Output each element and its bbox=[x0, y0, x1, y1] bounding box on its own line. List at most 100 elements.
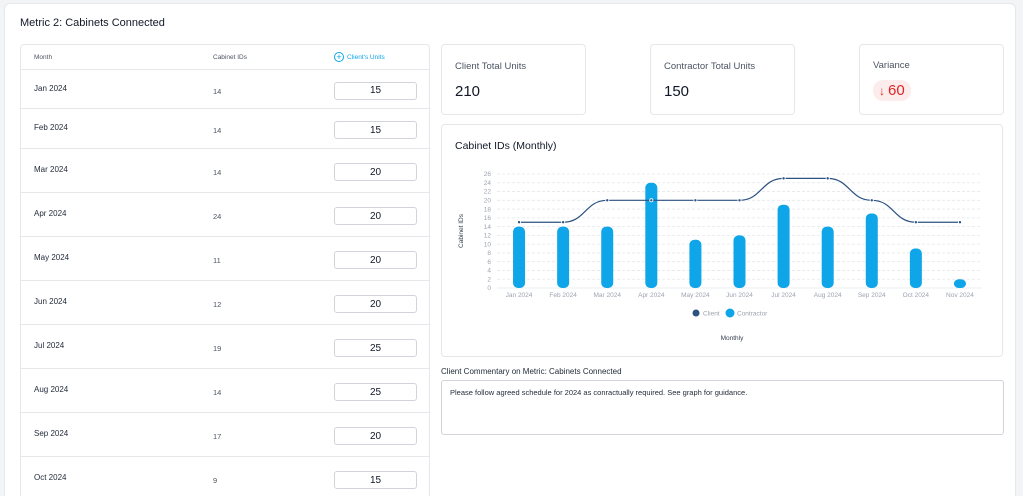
add-units-button[interactable]: + Client's Units bbox=[334, 52, 385, 62]
row-month: Aug 2024 bbox=[34, 385, 69, 394]
contractor-bar bbox=[689, 239, 702, 288]
client-units-input[interactable] bbox=[334, 251, 417, 269]
header-client-units: Client's Units bbox=[347, 53, 385, 61]
row-cabinet-ids: 14 bbox=[213, 86, 222, 96]
contractor-bar bbox=[953, 279, 966, 288]
legend-client-swatch bbox=[692, 309, 700, 317]
client-point bbox=[781, 176, 786, 181]
contractor-bar bbox=[513, 226, 526, 288]
y-tick-label: 22 bbox=[484, 189, 492, 196]
client-units-input[interactable] bbox=[334, 427, 417, 445]
contractor-total-value: 150 bbox=[664, 83, 690, 100]
x-tick-label: Jun 2024 bbox=[726, 292, 753, 299]
client-point bbox=[693, 198, 698, 203]
variance-label: Variance bbox=[873, 60, 910, 71]
x-tick-label: Feb 2024 bbox=[549, 292, 577, 299]
x-tick-label: Sep 2024 bbox=[858, 292, 886, 299]
x-tick-label: Oct 2024 bbox=[903, 292, 930, 299]
contractor-total-label: Contractor Total Units bbox=[664, 61, 756, 72]
y-tick-label: 24 bbox=[484, 180, 492, 187]
x-tick-label: Apr 2024 bbox=[638, 292, 665, 299]
client-units-input[interactable] bbox=[334, 121, 417, 139]
contractor-bar bbox=[601, 226, 614, 288]
comment-label: Client Commentary on Metric: Cabinets Co… bbox=[441, 367, 622, 376]
client-units-input[interactable] bbox=[334, 207, 417, 225]
x-tick-label: Jan 2024 bbox=[506, 292, 533, 299]
row-month: Jun 2024 bbox=[34, 297, 67, 306]
y-tick-label: 10 bbox=[484, 241, 492, 248]
row-cabinet-ids: 19 bbox=[213, 344, 222, 353]
contractor-bar bbox=[909, 248, 922, 288]
row-month: Sep 2024 bbox=[34, 429, 69, 438]
y-tick-label: 14 bbox=[484, 224, 492, 231]
row-cabinet-ids: 14 bbox=[213, 126, 222, 135]
row-cabinet-ids: 12 bbox=[213, 300, 222, 309]
row-cabinet-ids: 24 bbox=[213, 212, 222, 221]
table-row: Jun 2024 12 bbox=[21, 281, 429, 325]
client-point bbox=[957, 220, 962, 225]
row-cabinet-ids: 17 bbox=[213, 432, 222, 441]
variance-card: Variance ↓ 60 bbox=[859, 44, 1004, 115]
units-table: Month Cabinet IDs + Client's Units Jan 2… bbox=[20, 44, 430, 496]
table-row: Feb 2024 14 bbox=[21, 109, 429, 149]
client-units-input[interactable] bbox=[334, 163, 417, 181]
chart-card: Cabinet IDs (Monthly) 0 2 4 6 8 10 12 14 16 18 20 2… bbox=[441, 124, 1003, 357]
table-row: Mar 2024 14 bbox=[21, 149, 429, 193]
client-point bbox=[913, 220, 918, 225]
client-point bbox=[517, 220, 522, 225]
x-tick-label: Mar 2024 bbox=[593, 292, 621, 299]
y-tick-label: 2 bbox=[487, 276, 491, 283]
x-axis-label: Monthly bbox=[721, 335, 745, 342]
contractor-bar bbox=[777, 204, 790, 288]
row-month: Mar 2024 bbox=[34, 165, 68, 174]
client-units-input[interactable] bbox=[334, 295, 417, 313]
client-point bbox=[605, 198, 610, 203]
client-point bbox=[649, 198, 654, 203]
row-month: Oct 2024 bbox=[34, 473, 67, 482]
y-tick-label: 12 bbox=[484, 233, 492, 240]
legend-contractor-swatch bbox=[725, 308, 735, 318]
x-tick-label: Aug 2024 bbox=[814, 292, 842, 299]
table-row: Aug 2024 14 bbox=[21, 369, 429, 413]
header-cabinet-ids: Cabinet IDs bbox=[213, 54, 247, 61]
y-tick-label: 20 bbox=[484, 198, 492, 205]
client-total-card: Client Total Units 210 bbox=[441, 44, 586, 115]
client-units-input[interactable] bbox=[334, 81, 417, 100]
table-row: Sep 2024 17 bbox=[21, 413, 429, 457]
arrow-down-icon: ↓ bbox=[879, 83, 885, 98]
comment-textarea[interactable]: Please follow agreed schedule for 2024 a… bbox=[441, 380, 1004, 435]
y-tick-label: 18 bbox=[484, 206, 492, 213]
header-month: Month bbox=[34, 54, 53, 61]
y-tick-label: 0 bbox=[487, 285, 491, 292]
contractor-bar bbox=[557, 226, 570, 288]
table-row: Jan 2024 14 bbox=[21, 70, 429, 109]
client-point bbox=[737, 198, 742, 203]
client-units-input[interactable] bbox=[334, 339, 417, 357]
variance-badge: ↓ 60 bbox=[873, 80, 911, 101]
client-total-label: Client Total Units bbox=[455, 61, 527, 72]
table-row: Oct 2024 9 bbox=[21, 457, 429, 496]
row-cabinet-ids: 9 bbox=[213, 476, 218, 485]
legend-client-label: Client bbox=[703, 311, 720, 318]
row-month: Feb 2024 bbox=[34, 123, 68, 132]
y-tick-label: 16 bbox=[484, 215, 492, 222]
row-month: Apr 2024 bbox=[34, 209, 67, 218]
y-tick-label: 8 bbox=[487, 250, 491, 257]
contractor-bar bbox=[865, 213, 878, 288]
chart-title: Cabinet IDs (Monthly) bbox=[455, 140, 557, 152]
client-total-value: 210 bbox=[455, 83, 481, 100]
contractor-bar bbox=[733, 235, 746, 288]
plus-circle-icon: + bbox=[334, 52, 344, 62]
y-tick-label: 4 bbox=[487, 268, 491, 275]
row-month: May 2024 bbox=[34, 253, 70, 262]
client-units-input[interactable] bbox=[334, 471, 417, 489]
client-units-input[interactable] bbox=[334, 383, 417, 401]
row-cabinet-ids: 14 bbox=[213, 168, 222, 177]
contractor-total-card: Contractor Total Units 150 bbox=[650, 44, 795, 115]
contractor-bar bbox=[645, 182, 658, 288]
client-point bbox=[825, 176, 830, 181]
y-tick-label: 26 bbox=[484, 171, 492, 178]
table-header: Month Cabinet IDs + Client's Units bbox=[21, 45, 429, 70]
client-point bbox=[561, 220, 566, 225]
